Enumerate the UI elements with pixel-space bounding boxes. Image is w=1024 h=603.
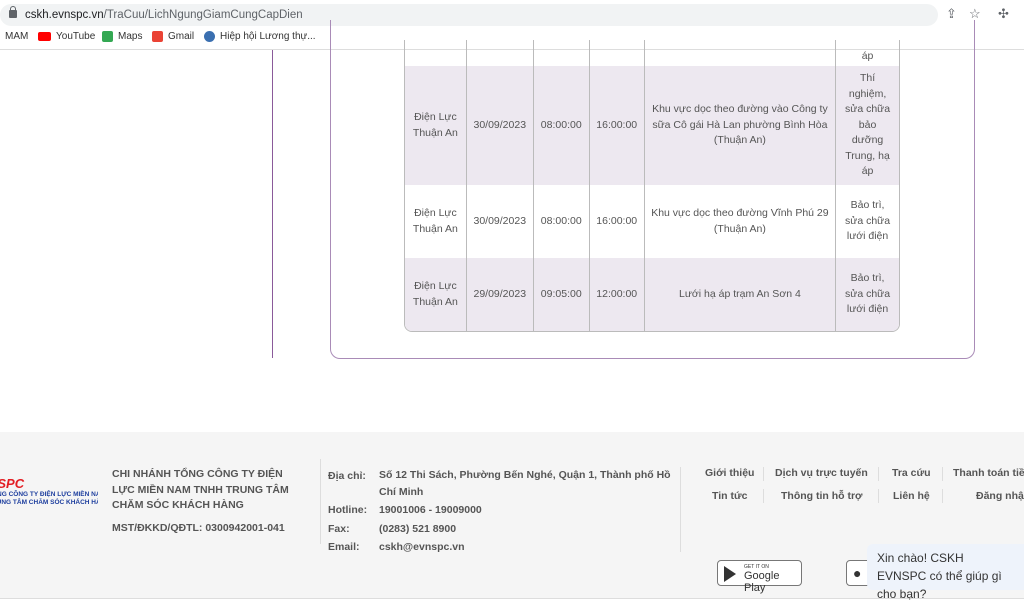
bookmark-maps[interactable]: Maps [102, 31, 142, 42]
text: Email: [328, 541, 360, 553]
text[interactable]: cskh@evnspc.vn [379, 541, 465, 553]
text [534, 40, 590, 66]
text: Điện Lực Thuận An [405, 185, 467, 258]
text: (0283) 521 8900 [379, 522, 457, 535]
text: /TraCuu/LichNgungGiamCungCapDien [103, 9, 303, 21]
apple-icon: ● [853, 565, 862, 581]
tax-id: MST/ĐKKD/QĐTL: 0300942001-041 [112, 522, 285, 534]
youtube-icon [38, 32, 51, 41]
table-row: Điện Lực Thuận An 30/09/2023 08:00:00 16:00… [405, 185, 899, 258]
star-icon[interactable]: ☆ [969, 6, 981, 21]
text: Khu vực dọc theo đường Vĩnh Phú 29 (Thuậ… [645, 185, 837, 258]
text: Bảo trì, sửa chữa lưới điện [836, 258, 899, 331]
text: Khu vực dọc theo đường vào Công ty sữa C… [644, 66, 837, 185]
text: 08:00:00 [534, 185, 590, 258]
text: Lưới hạ áp trạm An Sơn 4 [644, 258, 837, 331]
text: Điện Lực Thuận An [405, 66, 467, 185]
text: Thí nghiệm, sửa chữa bảo dưỡng Trung, hạ… [836, 66, 899, 185]
text: 16:00:00 [590, 185, 645, 258]
text: 30/09/2023 [467, 185, 534, 258]
share-icon[interactable]: ⇪ [946, 6, 957, 21]
text: áp [861, 49, 874, 62]
extensions-icon[interactable]: ✣ [998, 6, 1009, 21]
google-play-icon [724, 566, 736, 582]
text: cskh.evnspc.vn [25, 9, 104, 21]
text: 12:00:00 [589, 258, 645, 331]
table-row: Điện Lực Thuận An 30/09/2023 08:00:00 16:00… [405, 66, 899, 185]
address-bar[interactable]: cskh.evnspc.vn/TraCuu/LichNgungGiamCungC… [0, 4, 938, 26]
divider [320, 459, 321, 544]
google-play-button[interactable]: GET IT ON Google Play [717, 560, 802, 594]
browser-chrome: cskh.evnspc.vn/TraCuu/LichNgungGiamCungC… [0, 0, 1024, 50]
text: 29/09/2023 [466, 258, 534, 331]
text [405, 40, 467, 66]
text: Bảo trì, sửa chữa lưới điện [845, 199, 891, 243]
text: 30/09/2023 [466, 66, 534, 185]
text: GET IT ON [744, 564, 769, 570]
link-gioi-thieu[interactable]: Giới thiệu [705, 467, 755, 479]
text: 19001006 - 19009000 [379, 504, 482, 516]
text: Fax: [328, 522, 350, 535]
link-dang-nhap[interactable]: Đăng nhập [976, 490, 1024, 502]
text: 08:00:00 [533, 66, 590, 185]
text [467, 40, 534, 66]
bookmark-youtube[interactable]: YouTube [38, 31, 95, 42]
results-panel [330, 20, 975, 359]
bookmark-mam[interactable]: MAM [5, 31, 28, 42]
text [590, 40, 645, 66]
text: 16:00:00 [589, 66, 645, 185]
table-row: Điện Lực Thuận An 29/09/2023 09:05:00 12:00… [405, 258, 899, 331]
link-thanh-toan[interactable]: Thanh toán tiền [953, 467, 1024, 479]
text: MAM [5, 31, 29, 42]
link-thong-tin[interactable]: Thông tin hỗ trợ [781, 490, 863, 502]
table-row: áp [405, 40, 899, 66]
chat-bubble[interactable]: Xin chào! CSKH EVNSPC có thể giúp gì cho… [867, 544, 1024, 601]
text: Hiệp hội Lương thự... [220, 31, 316, 42]
text: Số 12 Thi Sách, Phường Bến Nghé, Quận 1,… [379, 469, 671, 498]
gmail-icon [152, 31, 163, 42]
bookmark-hiep-hoi[interactable]: Hiệp hội Lương thự... [204, 31, 316, 42]
outage-schedule-table: áp Điện Lực Thuận An 30/09/2023 08:00:00 16… [404, 40, 900, 332]
sidebar-divider [272, 50, 273, 358]
text: Địa chỉ: [328, 470, 366, 482]
lock-icon [9, 6, 17, 18]
text: Google Play [744, 570, 780, 594]
text: Điện Lực Thuận An [405, 258, 467, 331]
link-dich-vu[interactable]: Dịch vụ trực tuyến [775, 467, 868, 479]
footer: NSPC TỔNG CÔNG TY ĐIỆN LỰC MIỀN NAM TRUN… [0, 432, 1024, 599]
evnspc-logo[interactable]: NSPC TỔNG CÔNG TY ĐIỆN LỰC MIỀN NAM TRUN… [0, 476, 98, 506]
globe-icon [204, 31, 215, 42]
text: Hotline: [328, 504, 368, 516]
contact-info: Địa chỉ: Số 12 Thi Sách, Phường Bến Nghé,… [328, 467, 679, 557]
maps-icon [102, 31, 113, 42]
link-tin-tuc[interactable]: Tin tức [712, 490, 748, 502]
link-tra-cuu[interactable]: Tra cứu [892, 467, 931, 479]
text: 09:05:00 [533, 258, 590, 331]
text: Gmail [168, 31, 195, 42]
text: Maps [118, 31, 143, 42]
bookmark-gmail[interactable]: Gmail [152, 31, 194, 42]
link-lien-he[interactable]: Liên hệ [893, 490, 930, 502]
text [645, 40, 837, 66]
company-name: CHI NHÁNH TỔNG CÔNG TY ĐIỆN LỰC MIỀN NAM… [112, 468, 289, 511]
text: YouTube [56, 31, 96, 42]
divider [680, 467, 681, 552]
